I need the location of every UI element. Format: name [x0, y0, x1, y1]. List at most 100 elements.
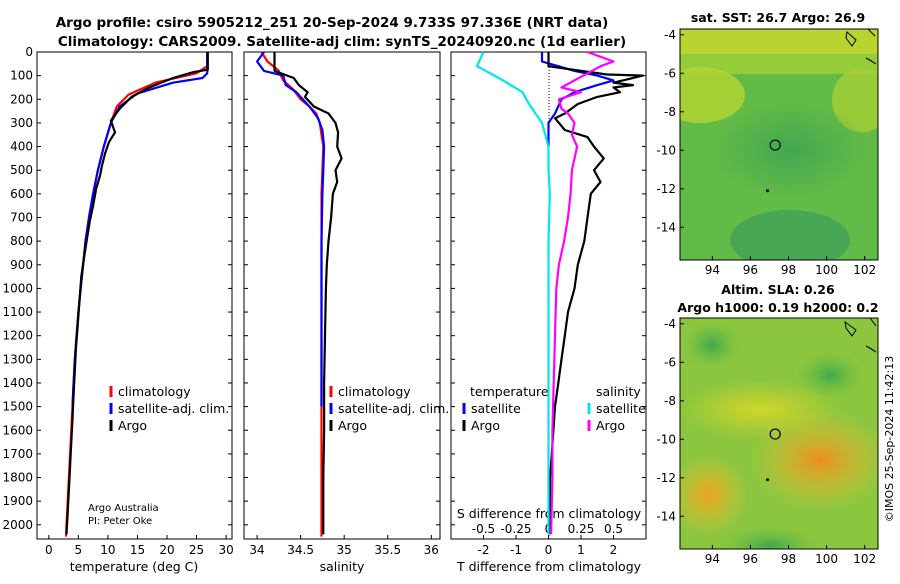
x-tick-label: 2	[610, 543, 618, 557]
y-tick-label: 2000	[2, 518, 33, 532]
difference-xlabel: T difference from climatology	[456, 559, 642, 574]
map-y-tick-label: -4	[664, 317, 676, 331]
x-tick-label: 20	[159, 543, 174, 557]
sla-map: Altim. SLA: 0.26 Argo h1000: 0.19 h2000:…	[656, 282, 878, 566]
sst-map-title: sat. SST: 26.7 Argo: 26.9	[691, 10, 865, 25]
sdiff-tick-label: -0.5	[472, 522, 495, 536]
y-tick-label: 500	[10, 163, 33, 177]
salinity-xlabel: salinity	[320, 559, 365, 574]
legend-label-satellite: satellite-adj. clim.	[338, 401, 449, 416]
sla-coastline	[844, 317, 877, 353]
map-x-tick-label: 100	[815, 263, 838, 277]
y-tick-label: 600	[10, 187, 33, 201]
title-line-2: Climatology: CARS2009. Satellite-adj cli…	[58, 34, 626, 50]
map-y-tick-label: -4	[664, 28, 676, 42]
map-y-tick-label: -12	[656, 471, 676, 485]
sdiff-tick-label: 0.5	[604, 522, 623, 536]
sst-map: sat. SST: 26.7 Argo: 26.9 94 96 98 100 102 -4…	[656, 10, 879, 277]
x-tick-label: 1	[577, 543, 585, 557]
y-tick-label: 700	[10, 210, 33, 224]
map-x-tick-label: 98	[781, 552, 796, 566]
sdiff-tick-label: 0.25	[568, 522, 595, 536]
legend-label-satellite: satellite-adj. clim.	[118, 401, 229, 416]
series-s-satellite	[475, 51, 551, 535]
series-t-argo	[547, 52, 644, 535]
credit-line-2: PI: Peter Oke	[88, 516, 152, 527]
sst-warm-patch	[680, 67, 745, 123]
legend-header-temperature: temperature	[470, 384, 549, 399]
temperature-legend: climatology satellite-adj. clim. Argo	[109, 384, 229, 433]
map-x-tick-label: 96	[743, 552, 758, 566]
y-tick-label: 900	[10, 258, 33, 272]
y-tick-label: 800	[10, 234, 33, 248]
salinity-plot-frame	[243, 51, 441, 540]
y-tick-label: 300	[10, 116, 33, 130]
x-tick-label: 25	[189, 543, 204, 557]
sla-map-title: Altim. SLA: 0.26	[721, 282, 835, 297]
series-climatology	[260, 51, 325, 537]
legend-label-climatology: climatology	[338, 384, 411, 399]
credit-line-1: Argo Australia	[88, 503, 159, 514]
legend-label-argo: Argo	[338, 418, 367, 433]
sla-low-patch	[682, 320, 742, 370]
y-tick-label: 100	[10, 69, 33, 83]
legend-label-s-argo: Argo	[596, 418, 625, 433]
y-tick-label: 1100	[2, 305, 33, 319]
map-y-tick-label: -12	[656, 182, 676, 196]
salinity-panel: salinity climatology satellite-adj. clim…	[243, 51, 449, 574]
sst-cool-patch-2	[730, 210, 850, 260]
y-tick-label: 0	[25, 45, 33, 59]
series-satellite-adj-clim-	[71, 52, 209, 407]
map-x-tick-label: 100	[815, 552, 838, 566]
series-t-satellite	[540, 52, 615, 147]
legend-label-s-satellite: satellite	[596, 401, 646, 416]
y-tick-label: 1900	[2, 494, 33, 508]
x-tick-label: 0	[545, 543, 553, 557]
argo-location-dot	[766, 478, 770, 482]
map-x-tick-label: 102	[853, 263, 876, 277]
salinity-legend: climatology satellite-adj. clim. Argo	[329, 384, 449, 433]
series-s-argo	[550, 50, 615, 535]
map-y-tick-label: -8	[664, 105, 676, 119]
map-x-tick-label: 102	[853, 552, 876, 566]
y-tick-label: 1300	[2, 352, 33, 366]
sla-green-patch	[720, 525, 820, 549]
series-argo	[273, 52, 343, 535]
argo-location-circle	[769, 139, 781, 151]
legend-label-t-argo: Argo	[471, 418, 500, 433]
legend-label-t-satellite: satellite	[471, 401, 521, 416]
argo-location-circle	[769, 428, 781, 440]
sdiff-tick-label: -0.25	[500, 522, 531, 536]
difference-panel: T difference from climatology S differen…	[450, 50, 647, 574]
y-tick-label: 1700	[2, 447, 33, 461]
sst-coastline	[845, 28, 877, 65]
legend-header-salinity: salinity	[596, 384, 641, 399]
x-tick-label: 35	[337, 543, 352, 557]
x-tick-label: 36	[424, 543, 439, 557]
y-tick-label: 200	[10, 92, 33, 106]
x-tick-label: 30	[218, 543, 233, 557]
map-x-tick-label: 96	[743, 263, 758, 277]
x-tick-label: 5	[75, 543, 83, 557]
map-x-tick-label: 94	[705, 263, 720, 277]
map-x-tick-label: 94	[705, 552, 720, 566]
x-tick-label: 35.5	[374, 543, 401, 557]
x-tick-label: 0	[45, 543, 53, 557]
sla-high-patch-2	[680, 455, 748, 535]
series-argo	[65, 52, 209, 535]
y-tick-label: 1500	[2, 400, 33, 414]
map-y-tick-label: -6	[664, 66, 676, 80]
legend-label-argo: Argo	[118, 418, 147, 433]
temperature-panel: temperature (deg C) climatology satellit…	[2, 45, 233, 574]
sst-map-frame	[679, 28, 879, 261]
sst-field	[680, 29, 878, 260]
x-tick-label: -1	[510, 543, 522, 557]
map-x-tick-label: 98	[781, 263, 796, 277]
argo-location-dot	[766, 189, 770, 193]
sla-map-subtitle: Argo h1000: 0.19 h2000: 0.2	[677, 300, 878, 315]
sla-high-patch	[750, 410, 878, 510]
x-tick-label: -2	[478, 543, 490, 557]
map-y-tick-label: -10	[656, 143, 676, 157]
y-tick-label: 400	[10, 140, 33, 154]
